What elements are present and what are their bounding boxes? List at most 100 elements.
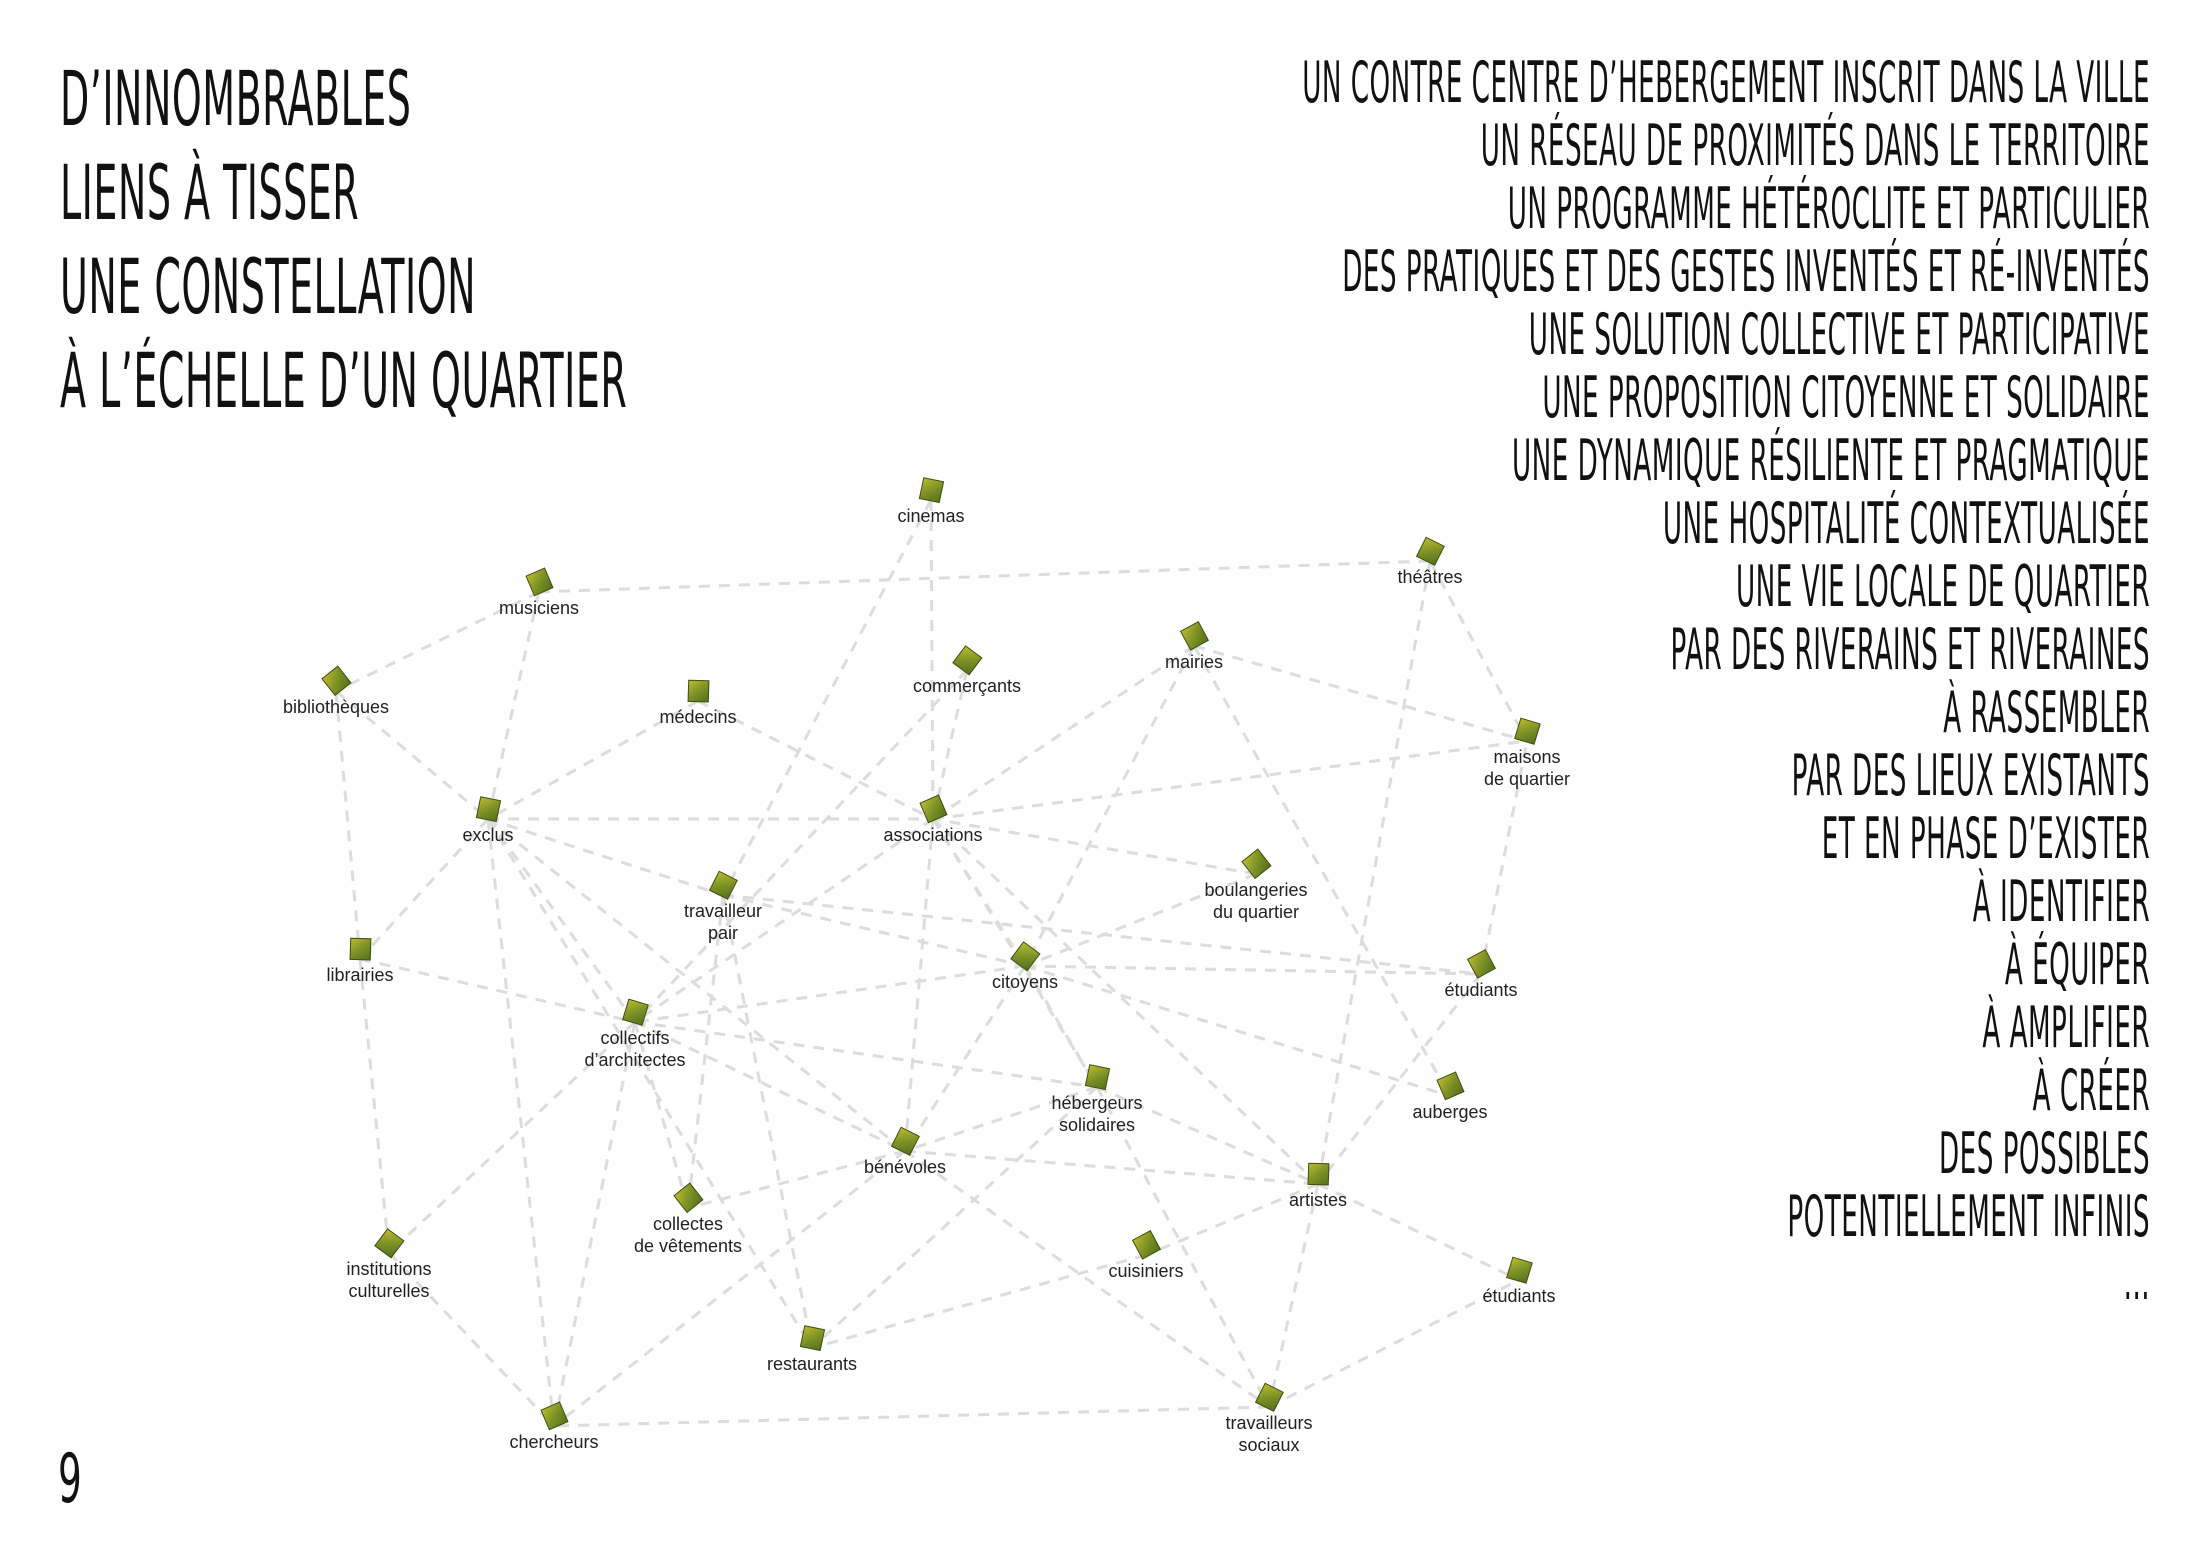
- link-cinemas-travailleur_pair: [721, 499, 933, 896]
- node-etudiants: étudiants: [1444, 948, 1518, 1000]
- tagline-line: potentiellement infinis: [1787, 1184, 2150, 1250]
- node-label: de quartier: [1484, 769, 1570, 789]
- leaf-tile-icon: [622, 998, 649, 1026]
- link-artistes-etudiants2: [1317, 1182, 1520, 1282]
- node-exclus: exclus: [462, 796, 514, 845]
- link-citoyens-benevoles: [903, 965, 1027, 1152]
- link-citoyens-etudiants: [1024, 964, 1482, 976]
- link-mairies-citoyens: [1023, 645, 1196, 967]
- link-mairies-associations: [932, 644, 1195, 821]
- link-exclus-chercheurs: [486, 818, 556, 1427]
- link-boulangeries-associations: [932, 817, 1257, 876]
- link-collectifs-institutions: [387, 1020, 637, 1255]
- node-label: associations: [883, 825, 982, 845]
- title-line: liens à tisser: [60, 148, 360, 237]
- node-label: mairies: [1165, 652, 1223, 672]
- link-exclus-benevoles: [487, 817, 906, 1153]
- link-citoyens-hebergeurs: [1023, 965, 1099, 1088]
- tagline-line: à amplifier: [1982, 995, 2150, 1061]
- leaf-tile-icon: [1514, 717, 1541, 745]
- leaf-tile-icon: [540, 1401, 569, 1431]
- leaf-tile-icon: [1506, 1256, 1533, 1284]
- leaf-tile-icon: [1241, 848, 1272, 880]
- page-title: D’innombrables liens à tisser une conste…: [60, 52, 1194, 428]
- tagline-line: Un réseau de proximités dans le territoi…: [1480, 113, 2150, 179]
- node-musiciens: musiciens: [499, 567, 579, 618]
- link-collectifs-chercheurs: [552, 1021, 637, 1427]
- tagline-line: Une solution collective et participative: [1528, 302, 2150, 368]
- leaf-tile-icon: [687, 679, 710, 703]
- node-label: boulangeries: [1204, 880, 1307, 900]
- tagline-line: des possibles: [1939, 1121, 2150, 1187]
- tagline-line: Une dynamique résiliente et pragmatique: [1511, 428, 2150, 494]
- node-cinemas: cinemas: [897, 477, 965, 526]
- node-label: maisons: [1493, 747, 1560, 767]
- tagline-line: par des lieux existants: [1791, 743, 2150, 809]
- link-musiciens-theatres: [538, 559, 1431, 594]
- tagline-line: Des pratiques et des gestes inventés et …: [1342, 239, 2150, 305]
- node-commercants: commerçants: [913, 645, 1021, 696]
- link-collectifs-hebergeurs: [634, 1020, 1098, 1089]
- node-chercheurs: chercheurs: [509, 1401, 599, 1452]
- leaf-tile-icon: [1254, 1382, 1284, 1412]
- link-exclus-collectifs: [486, 818, 637, 1023]
- leaf-tile-icon: [1466, 948, 1497, 979]
- leaf-tile-icon: [890, 1126, 920, 1156]
- leaf-tile-icon: [1084, 1064, 1111, 1091]
- link-travailleurs_sociaux-etudiants2: [1268, 1278, 1520, 1409]
- node-etudiants2: étudiants: [1482, 1256, 1556, 1306]
- node-label: artistes: [1289, 1190, 1347, 1210]
- link-boulangeries-citoyens: [1024, 872, 1257, 968]
- link-medecins-exclus: [487, 699, 699, 821]
- leaf-tile-icon: [1436, 1071, 1465, 1101]
- node-benevoles: bénévoles: [864, 1126, 946, 1177]
- link-travailleur_pair-collectes: [686, 894, 725, 1209]
- node-associations: associations: [883, 794, 983, 845]
- link-benevoles-artistes: [904, 1149, 1319, 1186]
- node-theatres: théâtres: [1397, 536, 1463, 587]
- node-label: institutions: [346, 1259, 431, 1279]
- leaf-tile-icon: [525, 567, 554, 597]
- node-cuisiniers: cuisiniers: [1108, 1229, 1184, 1281]
- node-artistes: artistes: [1289, 1162, 1347, 1210]
- link-hebergeurs-travailleurs_sociaux: [1095, 1086, 1271, 1408]
- network-nodes: cinemas musiciens théâtres bibliothèques méd…: [283, 477, 1570, 1455]
- node-label: sociaux: [1238, 1435, 1299, 1455]
- leaf-tile-icon: [919, 794, 948, 824]
- link-bibliotheques-librairies: [334, 690, 362, 960]
- node-label: étudiants: [1444, 980, 1517, 1000]
- node-label: librairies: [326, 965, 393, 985]
- node-restaurants: restaurants: [767, 1325, 857, 1374]
- node-label: hébergeurs: [1051, 1093, 1142, 1113]
- link-citoyens-collectifs: [634, 964, 1026, 1024]
- node-label: travailleur: [684, 901, 762, 921]
- node-librairies: librairies: [326, 937, 394, 985]
- tagline-line: à identifier: [1972, 869, 2150, 935]
- link-associations-benevoles: [903, 818, 935, 1152]
- node-label: de vêtements: [634, 1236, 742, 1256]
- link-citoyens-auberges: [1024, 964, 1451, 1098]
- tagline-line: Un programme hétéroclite et particulier: [1507, 176, 2150, 242]
- node-label: exclus: [462, 825, 513, 845]
- link-mairies-maisons: [1193, 644, 1528, 743]
- title-line: une constellation: [60, 242, 477, 331]
- node-label: bibliothèques: [283, 697, 389, 717]
- node-label: travailleurs: [1225, 1413, 1312, 1433]
- node-label: auberges: [1412, 1102, 1487, 1122]
- leaf-tile-icon: [673, 1182, 704, 1214]
- node-bibliotheques: bibliothèques: [283, 665, 389, 717]
- link-benevoles-collectes: [687, 1149, 906, 1210]
- link-hebergeurs-artistes: [1096, 1085, 1319, 1186]
- tagline-line: à rassembler: [1943, 680, 2150, 746]
- link-collectifs-collectes: [633, 1021, 690, 1209]
- tagline-line: ...: [2123, 1247, 2150, 1313]
- node-label: cuisiniers: [1108, 1261, 1183, 1281]
- leaf-tile-icon: [952, 645, 983, 676]
- node-medecins: médecins: [659, 679, 737, 727]
